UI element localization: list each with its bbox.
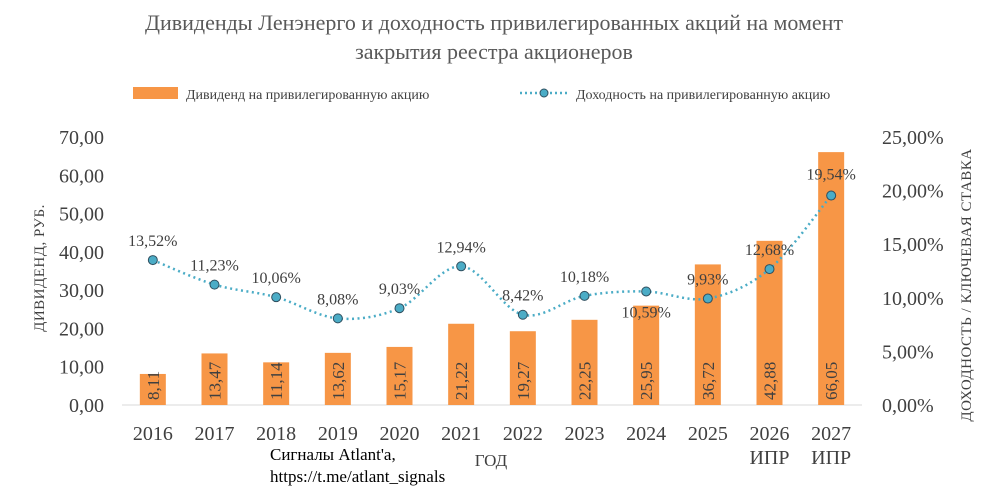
y-tick-label: 40,00 — [59, 242, 104, 264]
yield-point — [456, 261, 467, 272]
bar — [633, 305, 660, 405]
legend-swatch-dividend — [133, 87, 178, 99]
yield-point — [641, 286, 652, 297]
legend-label-yield: Доходность на привилегированную акцию — [576, 88, 830, 103]
yield-point-label: 10,18% — [560, 269, 609, 286]
yield-point-label: 13,52% — [128, 233, 177, 250]
bar — [263, 362, 290, 405]
bar — [386, 346, 413, 405]
x-tick-label: 2024 — [626, 423, 666, 445]
x-tick-label: 2019 — [318, 423, 358, 445]
yield-point — [826, 190, 837, 201]
y2-tick-label: 10,00% — [882, 288, 944, 310]
credit-line-2: https://t.me/atlant_signals — [270, 467, 445, 486]
yield-point-label: 19,54% — [807, 167, 856, 184]
y2-tick-label: 0,00% — [882, 395, 934, 417]
yield-point — [394, 303, 405, 314]
bar-value-label: 19,27 — [514, 361, 533, 400]
yield-point-label: 12,68% — [745, 242, 794, 259]
yield-point-label: 10,06% — [252, 270, 301, 287]
bar-value-label: 21,22 — [452, 362, 471, 400]
bar — [201, 353, 228, 405]
yield-point — [517, 309, 528, 320]
legend-label-dividend: Дивиденд на привилегированную акцию — [186, 88, 429, 103]
bar — [324, 352, 351, 405]
y2-tick-label: 5,00% — [882, 341, 934, 363]
yield-point — [271, 292, 282, 303]
bar-value-label: 13,62 — [329, 362, 348, 400]
y-tick-label: 70,00 — [59, 127, 104, 149]
y-tick-label: 0,00 — [69, 395, 104, 417]
y-tick-label: 10,00 — [59, 357, 104, 379]
x-tick-label: 2023 — [565, 423, 605, 445]
x-tick-label: 2022 — [503, 423, 543, 445]
y-tick-label: 30,00 — [59, 280, 104, 302]
bar-value-label: 22,25 — [576, 362, 595, 400]
legend: Дивиденд на привилегированную акцию Дохо… — [133, 87, 830, 103]
yield-point-label: 9,93% — [687, 272, 728, 289]
bar-value-label: 13,47 — [206, 361, 225, 400]
yield-point — [579, 290, 590, 301]
yield-point-label: 11,23% — [190, 258, 239, 275]
x-tick-label: 2018 — [256, 423, 296, 445]
bar-value-label: 36,72 — [699, 362, 718, 400]
yield-point — [332, 313, 343, 324]
y-tick-label: 60,00 — [59, 165, 104, 187]
bar — [694, 264, 721, 405]
bar-value-label: 66,05 — [822, 362, 841, 400]
bar-value-label: 25,95 — [637, 362, 656, 400]
yield-point-label: 8,42% — [502, 288, 543, 305]
y-tick-label: 50,00 — [59, 204, 104, 226]
yield-point-label: 10,59% — [622, 304, 671, 321]
chart-title-line-1: Дивиденды Ленэнерго и доходность привиле… — [145, 10, 843, 35]
plot-area: 0,00 10,00 20,00 30,00 40,00 50,00 60,00 70,00 0… — [59, 127, 944, 469]
x-tick-label: ИПР — [811, 447, 851, 469]
yield-point — [764, 264, 775, 275]
bar-value-label: 11,14 — [267, 362, 286, 400]
x-tick-label: 2025 — [688, 423, 728, 445]
y2-tick-label: 25,00% — [882, 127, 944, 149]
y2-tick-label: 15,00% — [882, 234, 944, 256]
legend-swatch-yield-marker — [539, 88, 549, 98]
y-tick-label: 20,00 — [59, 318, 104, 340]
x-tick-label: 2016 — [133, 423, 173, 445]
yield-line — [152, 194, 833, 321]
x-tick-label: 2021 — [441, 423, 481, 445]
bar — [448, 323, 475, 405]
x-axis-title: ГОД — [475, 451, 508, 470]
yield-point — [147, 255, 158, 266]
x-tick-label: 2017 — [195, 423, 235, 445]
chart-title-line-2: закрытия реестра акционеров — [355, 39, 633, 64]
bar-value-label: 8,11 — [144, 371, 163, 400]
bar-value-label: 15,17 — [391, 361, 410, 400]
bar — [571, 319, 598, 405]
bar — [509, 331, 536, 405]
yield-point-label: 9,03% — [379, 281, 420, 298]
y2-tick-label: 20,00% — [882, 181, 944, 203]
bar-value-label: 42,88 — [761, 362, 780, 400]
x-tick-label: ИПР — [749, 447, 789, 469]
y2-axis-title: ДОХОДНОСТЬ / КЛЮЧЕВАЯ СТАВКА — [959, 148, 975, 421]
x-tick-label: 2020 — [380, 423, 420, 445]
yield-point — [702, 293, 713, 304]
credit-line-1: Сигналы Atlant'a, — [270, 445, 396, 464]
y-axis-title: ДИВИДЕНД, РУБ. — [32, 204, 48, 332]
yield-point-label: 8,08% — [317, 291, 358, 308]
yield-point-label: 12,94% — [437, 239, 486, 256]
x-tick-label: 2027 — [811, 423, 851, 445]
bar — [139, 373, 166, 405]
yield-point — [209, 279, 220, 290]
x-tick-label: 2026 — [750, 423, 790, 445]
